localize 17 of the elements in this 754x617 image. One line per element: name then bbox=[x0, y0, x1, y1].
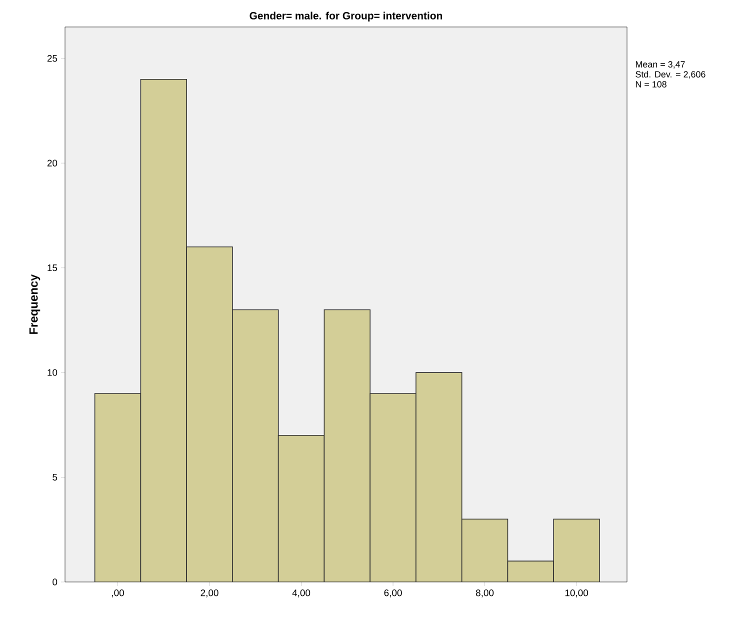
chart-title: Gender= male. for Group= intervention bbox=[250, 12, 442, 22]
y-tick-label: 20 bbox=[47, 160, 58, 166]
x-tick-label: 6,00 bbox=[384, 590, 402, 598]
y-tick-label: 0 bbox=[52, 578, 58, 586]
x-tick-label: 4,00 bbox=[292, 590, 310, 598]
x-tick-label: ,00 bbox=[112, 590, 124, 598]
x-tick-label: 2,00 bbox=[200, 590, 218, 598]
text: Std. Dev. = 2,606 bbox=[636, 70, 706, 79]
y-tick-label: 15 bbox=[48, 264, 58, 272]
text: Mean = 3,47 bbox=[636, 61, 685, 69]
y-tick-label: 25 bbox=[47, 55, 58, 62]
y-tick-label: 5 bbox=[52, 474, 58, 481]
x-tick-label: 8,00 bbox=[476, 590, 494, 598]
y-tick-label: 10 bbox=[48, 369, 58, 376]
y-axis-title: Frequency bbox=[29, 274, 40, 334]
x-tick-label: 10,00 bbox=[565, 590, 588, 598]
text: N = 108 bbox=[636, 81, 666, 88]
